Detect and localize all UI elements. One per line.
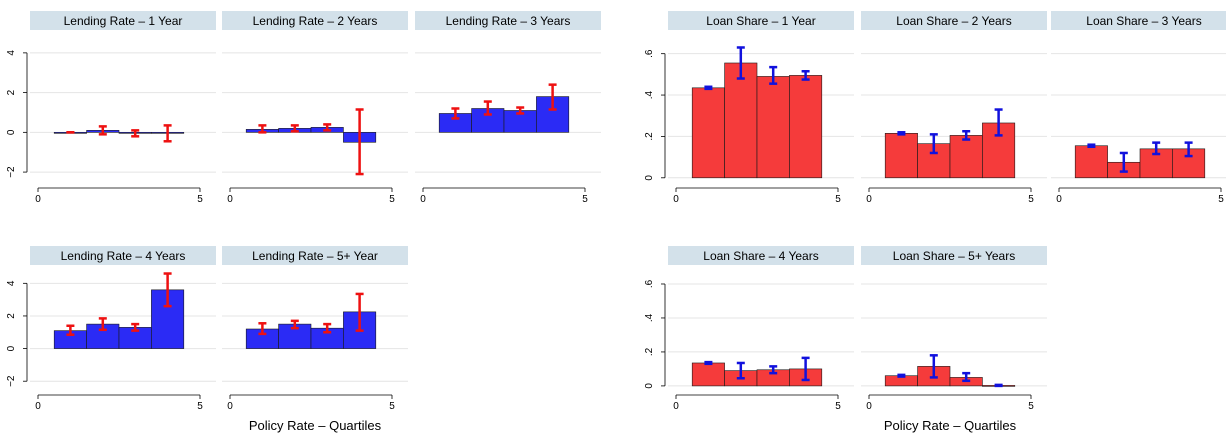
x-tick-label: 0 [1056,194,1062,205]
panel-title: Loan Share – 5+ Years [893,249,1015,263]
y-tick-label: .6 [644,49,655,58]
panel-title: Lending Rate – 3 Years [446,14,571,28]
y-tick-label: −2 [6,375,17,387]
panel-title: Lending Rate – 1 Year [64,14,183,28]
x-tick-label: 0 [227,194,233,205]
x-axis-label: Policy Rate – Quartiles [249,418,382,433]
panel-lending-1: Lending Rate – 1 Year 0 5 −2 0 2 4 [6,11,216,205]
x-tick-label: 5 [835,194,841,205]
x-tick-label: 0 [866,401,872,412]
y-tick-label: 2 [6,89,17,95]
y-tick-label: 4 [6,280,17,286]
x-tick-label: 5 [197,401,203,412]
bar [949,135,983,179]
bar [278,323,312,349]
panel-lending-3: Lending Rate – 3 Years 0 5 [415,11,601,205]
x-tick-label: 5 [389,194,395,205]
panel-lending-4: Lending Rate – 4 Years 0 5 −2 0 2 4 [6,246,216,412]
x-tick-label: 0 [420,194,426,205]
panel-header [668,246,854,265]
x-tick-label: 0 [35,401,41,412]
bar [1074,145,1108,179]
x-tick-label: 5 [1028,194,1034,205]
panel-header [861,246,1047,265]
x-tick-label: 5 [197,194,203,205]
x-tick-label: 5 [389,401,395,412]
panel-title: Loan Share – 1 Year [706,14,815,28]
x-tick-label: 5 [1218,194,1224,205]
y-tick-label: −2 [6,166,17,178]
y-tick-label: 0 [644,175,655,181]
panel-header [222,246,408,265]
y-tick-label: 0 [644,383,655,389]
panel-title: Loan Share – 3 Years [1086,14,1201,28]
panel-title: Lending Rate – 2 Years [253,14,378,28]
bar [691,87,725,179]
y-tick-label: .4 [644,313,655,322]
panel-header [415,11,601,30]
panel-title: Loan Share – 4 Years [703,249,818,263]
panel-lending-2: Lending Rate – 2 Years 0 5 [222,11,408,205]
panel-title: Lending Rate – 5+ Year [252,249,378,263]
panel-title: Lending Rate – 4 Years [61,249,186,263]
x-tick-label: 0 [35,194,41,205]
bar [724,62,758,179]
y-tick-label: 0 [6,129,17,135]
bar [691,362,725,387]
panel-title: Loan Share – 2 Years [896,14,1011,28]
x-tick-label: 5 [1028,401,1034,412]
y-tick-label: .2 [644,132,655,141]
bar [884,133,918,179]
panel-loan-4: Loan Share – 4 Years 0 5 0 .2 .4 .6 [644,246,854,412]
x-tick-label: 5 [835,401,841,412]
panel-loan-1: Loan Share – 1 Year 0 5 0 .2 .4 .6 [644,11,854,205]
x-tick-label: 0 [673,401,679,412]
y-tick-label: 0 [6,345,17,351]
x-tick-label: 0 [673,194,679,205]
panel-header [668,11,854,30]
panel-lending-5: Lending Rate – 5+ Year 0 5 [222,246,408,412]
panel-header [30,246,216,265]
panel-loan-3: Loan Share – 3 Years 0 5 [1051,11,1226,205]
y-tick-label: .2 [644,347,655,356]
panel-loan-5: Loan Share – 5+ Years 0 5 [861,246,1047,412]
x-tick-label: 5 [582,194,588,205]
x-tick-label: 0 [227,401,233,412]
y-tick-label: 4 [6,50,17,56]
bar [756,76,790,179]
x-tick-label: 0 [866,194,872,205]
panel-loan-2: Loan Share – 2 Years 0 5 [861,11,1047,205]
y-tick-label: .4 [644,90,655,99]
y-tick-label: 2 [6,313,17,319]
panel-header [30,11,216,30]
panel-header [1051,11,1226,30]
panel-header [861,11,1047,30]
y-tick-label: .6 [644,279,655,288]
bar [789,75,823,179]
x-axis-label: Policy Rate – Quartiles [884,418,1017,433]
panel-header [222,11,408,30]
